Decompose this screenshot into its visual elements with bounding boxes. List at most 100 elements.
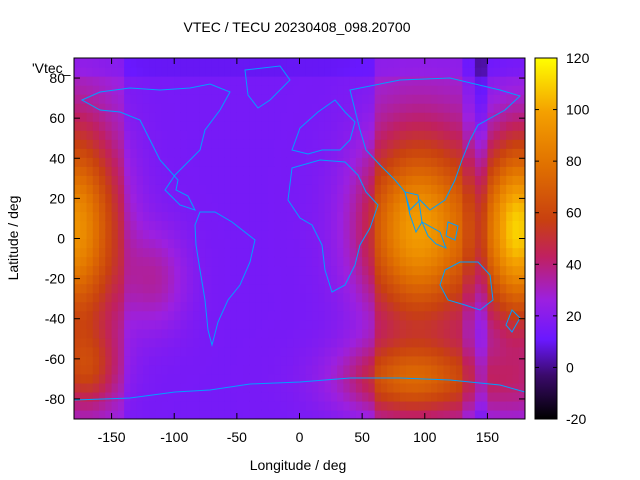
heatmap-cell: [255, 409, 263, 419]
heatmap-cell: [305, 184, 313, 194]
heatmap-cell: [111, 220, 119, 231]
heatmap-cell: [343, 94, 351, 104]
heatmap-cell: [374, 355, 382, 366]
heatmap-cell: [318, 157, 326, 167]
heatmap-cell: [205, 94, 213, 104]
heatmap-cell: [280, 166, 288, 176]
heatmap-cell: [437, 283, 445, 294]
heatmap-cell: [211, 94, 219, 104]
heatmap-cell: [193, 382, 200, 393]
heatmap-cell: [186, 157, 194, 167]
heatmap-cell: [481, 319, 489, 330]
heatmap-cell: [136, 265, 144, 276]
heatmap-cell: [186, 310, 194, 321]
heatmap-cell: [506, 157, 514, 167]
heatmap-cell: [499, 274, 507, 285]
heatmap-cell: [155, 364, 163, 375]
heatmap-cell: [186, 346, 194, 357]
heatmap-cell: [443, 130, 451, 140]
heatmap-cell: [230, 58, 238, 68]
heatmap-cell: [374, 400, 382, 411]
heatmap-cell: [431, 319, 438, 330]
heatmap-cell: [518, 328, 525, 339]
heatmap-cell: [506, 238, 514, 249]
heatmap-cell: [449, 274, 457, 285]
heatmap-cell: [243, 157, 250, 167]
heatmap-cell: [431, 301, 438, 312]
heatmap-cell: [349, 175, 357, 185]
heatmap-cell: [512, 130, 520, 140]
heatmap-cell: [368, 58, 376, 68]
heatmap-cell: [261, 247, 269, 258]
heatmap-cell: [293, 337, 301, 348]
heatmap-cell: [243, 301, 250, 312]
heatmap-cell: [149, 247, 157, 258]
heatmap-cell: [337, 274, 344, 285]
heatmap-cell: [193, 364, 200, 375]
heatmap-cell: [368, 175, 376, 185]
colorbar-tick-label: 100: [566, 102, 590, 118]
heatmap-cell: [405, 274, 413, 285]
heatmap-cell: [249, 382, 257, 393]
heatmap-cell: [506, 112, 514, 122]
heatmap-cell: [124, 265, 131, 276]
heatmap-cell: [243, 400, 250, 411]
heatmap-cell: [167, 220, 175, 231]
heatmap-cell: [443, 211, 451, 222]
heatmap-cell: [412, 355, 420, 366]
heatmap-cell: [399, 130, 407, 140]
heatmap-cell: [205, 58, 213, 68]
heatmap-cell: [174, 148, 182, 158]
heatmap-cell: [449, 301, 457, 312]
heatmap-cell: [261, 202, 269, 213]
heatmap-cell: [399, 229, 407, 240]
y-tick-label: -60: [45, 351, 65, 367]
heatmap-cell: [318, 355, 326, 366]
heatmap-cell: [499, 301, 507, 312]
heatmap-cell: [368, 85, 376, 95]
heatmap-cell: [80, 364, 88, 375]
heatmap-cell: [92, 310, 100, 321]
x-tick-label: 0: [296, 429, 304, 445]
heatmap-cell: [155, 319, 163, 330]
heatmap-cell: [174, 121, 182, 131]
heatmap-cell: [211, 364, 219, 375]
heatmap-cell: [74, 319, 81, 330]
heatmap-cell: [518, 103, 525, 113]
heatmap-cell: [387, 121, 395, 131]
heatmap-cell: [374, 76, 382, 86]
heatmap-cell: [312, 373, 319, 384]
heatmap-cell: [474, 400, 482, 411]
heatmap-cell: [512, 382, 520, 393]
heatmap-cell: [218, 256, 225, 267]
heatmap-cell: [299, 265, 307, 276]
heatmap-cell: [280, 112, 288, 122]
heatmap-cell: [462, 85, 470, 95]
heatmap-cell: [393, 157, 401, 167]
heatmap-cell: [211, 283, 219, 294]
heatmap-cell: [305, 301, 313, 312]
heatmap-cell: [293, 193, 301, 204]
heatmap-cell: [324, 319, 332, 330]
heatmap-cell: [236, 220, 244, 231]
heatmap-cell: [111, 391, 119, 402]
heatmap-cell: [324, 229, 332, 240]
heatmap-cell: [312, 238, 319, 249]
heatmap-cell: [474, 283, 482, 294]
heatmap-cell: [393, 184, 401, 194]
heatmap-cell: [117, 112, 125, 122]
heatmap-cell: [74, 94, 81, 104]
heatmap-cell: [318, 103, 326, 113]
heatmap-cell: [368, 292, 376, 303]
heatmap-cell: [74, 175, 81, 185]
heatmap-cell: [456, 184, 463, 194]
heatmap-cell: [443, 148, 451, 158]
heatmap-cell: [286, 67, 294, 77]
heatmap-cell: [362, 355, 369, 366]
heatmap-cell: [424, 265, 432, 276]
heatmap-cell: [74, 283, 81, 294]
heatmap-cell: [324, 310, 332, 321]
heatmap-cell: [218, 76, 225, 86]
heatmap-cell: [293, 283, 301, 294]
